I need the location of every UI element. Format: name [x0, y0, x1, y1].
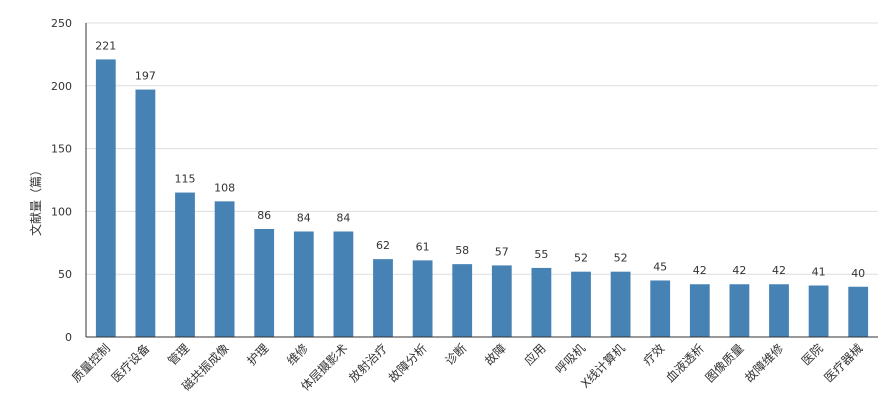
bar: [610, 271, 631, 337]
data-label: 84: [297, 211, 311, 224]
x-tick-label: 护理: [244, 341, 271, 368]
data-label: 52: [614, 252, 628, 265]
data-label: 61: [416, 240, 430, 253]
bar: [135, 89, 156, 338]
bars: [95, 59, 869, 338]
x-tick-label: 应用: [521, 341, 549, 369]
x-tick-label: 图像质量: [703, 341, 747, 385]
y-tick-label: 100: [51, 205, 72, 218]
bar: [848, 286, 869, 337]
data-label: 55: [534, 248, 548, 261]
data-label: 84: [336, 211, 350, 224]
x-tick-label: 疗效: [640, 341, 668, 369]
y-tick-label: 150: [51, 143, 72, 156]
data-label: 52: [574, 252, 588, 265]
x-tick-label: 故障: [481, 341, 509, 369]
grid-lines: [86, 22, 878, 275]
x-tick-label: 医疗器械: [821, 341, 866, 386]
data-label: 62: [376, 239, 390, 252]
bar: [689, 284, 710, 337]
bar: [491, 265, 512, 337]
data-label: 42: [772, 264, 786, 277]
bar: [95, 59, 116, 337]
y-tick-label: 50: [58, 268, 72, 281]
bar: [452, 264, 473, 337]
bar: [333, 231, 354, 337]
bar: [650, 280, 671, 337]
bar: [175, 192, 195, 337]
x-tick-label: 维修: [283, 341, 311, 369]
data-label: 115: [175, 173, 196, 186]
data-label: 86: [257, 209, 271, 222]
data-label: 57: [495, 245, 509, 258]
bar: [531, 267, 552, 337]
bar: [729, 284, 750, 337]
data-label: 42: [693, 264, 707, 277]
data-label: 40: [851, 267, 865, 280]
x-tick-label: 呼吸机: [553, 341, 588, 376]
x-tick-label: 诊断: [442, 341, 470, 369]
x-tick-label: 故障维修: [742, 341, 787, 386]
y-tick-label: 250: [51, 17, 72, 30]
x-tick-label: 医疗设备: [109, 341, 153, 385]
data-label: 42: [732, 264, 746, 277]
bar: [373, 259, 393, 337]
data-label: 221: [95, 39, 116, 52]
x-tick-label: 管理: [165, 341, 193, 369]
bar: [808, 285, 829, 337]
data-label: 41: [812, 266, 826, 279]
y-axis-ticks: 0 50 100 150 200 250: [51, 17, 72, 344]
bar: [571, 271, 591, 337]
bar: [214, 201, 235, 337]
data-label: 197: [135, 70, 156, 83]
bar: [254, 228, 275, 337]
data-label: 108: [214, 181, 235, 194]
y-tick-label: 200: [51, 80, 72, 93]
x-tick-label: 质量控制: [69, 341, 113, 385]
x-tick-label: 放射治疗: [346, 341, 391, 386]
bar: [293, 231, 314, 337]
data-label: 45: [653, 260, 667, 273]
x-tick-label: 故障分析: [385, 341, 430, 386]
x-tick-label: 医院: [799, 341, 826, 368]
y-axis-title: 文献量（篇）: [28, 164, 43, 236]
data-label: 58: [455, 244, 469, 257]
y-tick-label: 0: [65, 331, 72, 344]
bar: [412, 260, 433, 337]
bar: [769, 284, 789, 337]
data-labels: 221 197 115 108 86 84 84 62 61 58 57 55 52 52 45 42 42 42…: [95, 39, 865, 279]
x-tick-label: 血液透析: [662, 341, 707, 386]
